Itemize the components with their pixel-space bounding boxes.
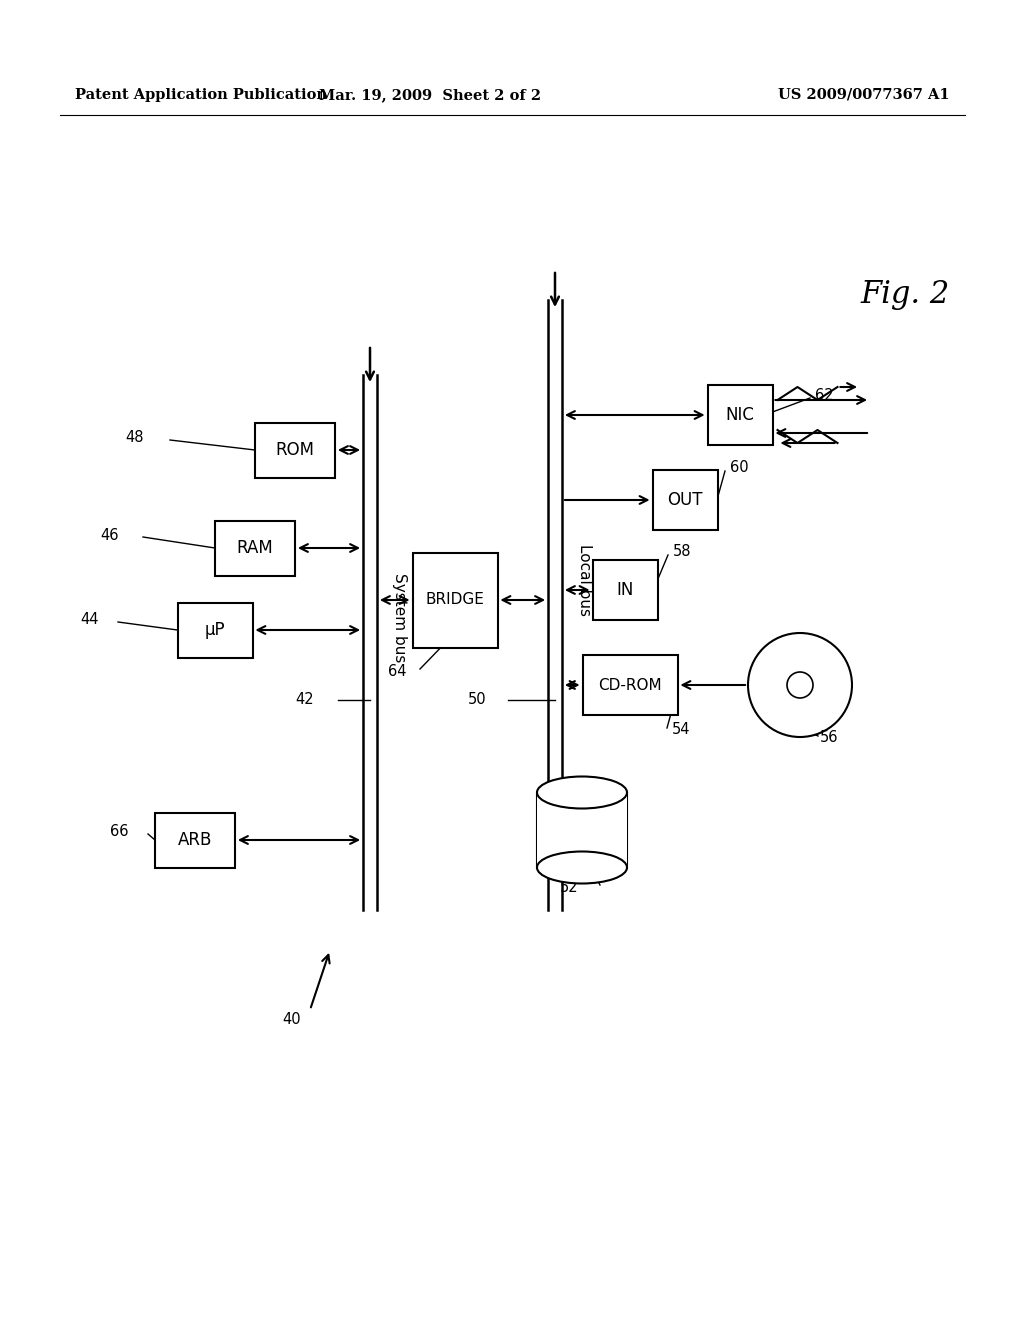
Text: Fig. 2: Fig. 2 — [860, 280, 949, 310]
Text: 40: 40 — [282, 1012, 301, 1027]
Text: RAM: RAM — [237, 539, 273, 557]
Text: BRIDGE: BRIDGE — [426, 593, 484, 607]
FancyBboxPatch shape — [583, 655, 678, 715]
Text: 60: 60 — [730, 461, 749, 475]
Text: Local bus: Local bus — [577, 544, 592, 616]
Text: 48: 48 — [125, 430, 143, 446]
Text: IN: IN — [616, 581, 634, 599]
Text: OUT: OUT — [668, 491, 702, 510]
Text: 64: 64 — [388, 664, 407, 680]
Text: Mar. 19, 2009  Sheet 2 of 2: Mar. 19, 2009 Sheet 2 of 2 — [318, 88, 541, 102]
Text: 56: 56 — [820, 730, 839, 746]
FancyBboxPatch shape — [255, 422, 335, 478]
Text: ROM: ROM — [275, 441, 314, 459]
Ellipse shape — [537, 851, 627, 883]
Text: 50: 50 — [468, 693, 486, 708]
FancyBboxPatch shape — [215, 520, 295, 576]
Text: NIC: NIC — [726, 407, 755, 424]
FancyBboxPatch shape — [652, 470, 718, 531]
Text: 66: 66 — [110, 825, 128, 840]
Ellipse shape — [537, 776, 627, 808]
Circle shape — [748, 634, 852, 737]
FancyBboxPatch shape — [413, 553, 498, 648]
FancyBboxPatch shape — [593, 560, 657, 620]
Text: ARB: ARB — [178, 832, 212, 849]
Text: 46: 46 — [100, 528, 119, 543]
FancyBboxPatch shape — [155, 813, 234, 867]
FancyBboxPatch shape — [177, 602, 253, 657]
FancyBboxPatch shape — [537, 792, 627, 867]
Text: 54: 54 — [672, 722, 690, 738]
Circle shape — [787, 672, 813, 698]
FancyBboxPatch shape — [708, 385, 772, 445]
Text: System bus: System bus — [392, 573, 407, 663]
Text: 42: 42 — [295, 693, 313, 708]
Text: 58: 58 — [673, 544, 691, 560]
Text: Patent Application Publication: Patent Application Publication — [75, 88, 327, 102]
Text: 52: 52 — [560, 880, 579, 895]
Text: μP: μP — [205, 620, 225, 639]
Text: 44: 44 — [80, 612, 98, 627]
Text: 62: 62 — [815, 388, 834, 403]
Text: CD-ROM: CD-ROM — [598, 677, 662, 693]
Text: US 2009/0077367 A1: US 2009/0077367 A1 — [778, 88, 950, 102]
